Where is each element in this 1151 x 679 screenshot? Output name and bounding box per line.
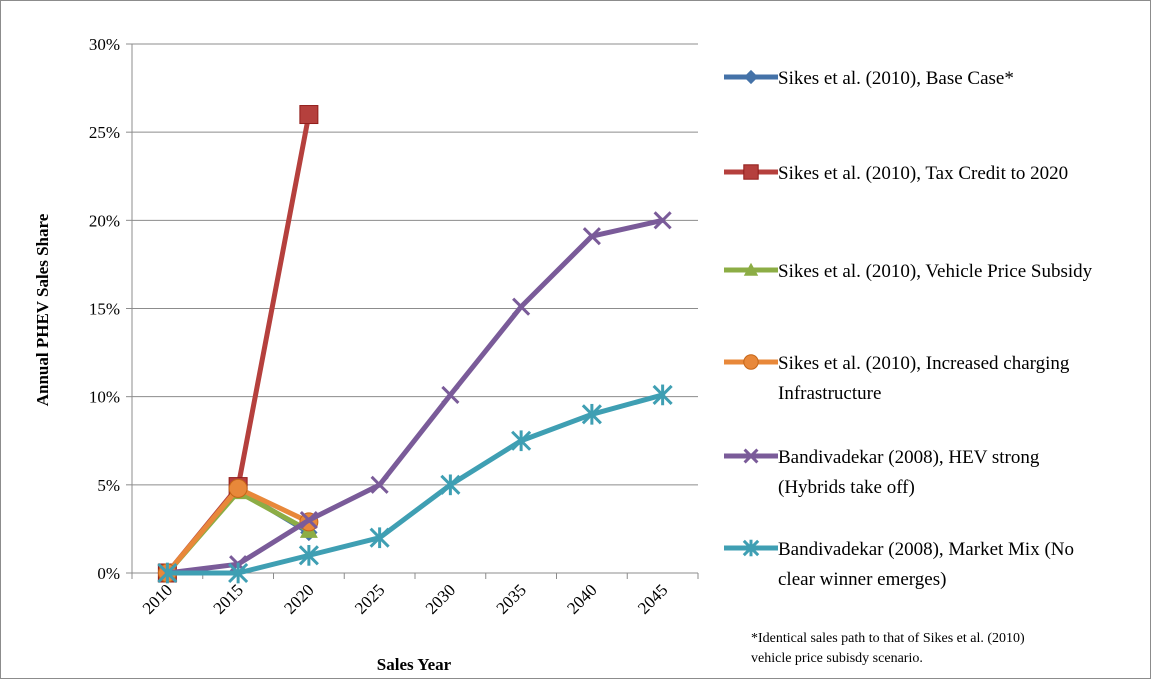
legend-item: Sikes et al. (2010), Base Case*	[724, 68, 1014, 89]
footnote-line-2: vehicle price subisdy scenario.	[751, 651, 923, 666]
marker-star	[581, 403, 602, 425]
y-tick-label: 5%	[97, 476, 120, 495]
marker-triangle	[743, 262, 759, 276]
series-line	[164, 217, 666, 576]
series-3	[157, 478, 319, 583]
legend-label: Sikes et al. (2010), Increased charging	[778, 353, 1070, 374]
series-4	[158, 211, 672, 583]
marker-x	[582, 227, 601, 246]
legend: Sikes et al. (2010), Base Case* Sikes et …	[724, 68, 1093, 590]
legend-item: Sikes et al. (2010), Tax Credit to 2020	[724, 163, 1068, 184]
x-tick-label: 2035	[492, 580, 529, 617]
y-tick-label: 0%	[97, 564, 120, 583]
legend-label: (Hybrids take off)	[778, 477, 915, 498]
marker-star	[228, 562, 249, 584]
legend-item: Bandivadekar (2008), Market Mix (No clear…	[724, 539, 1074, 590]
footnote-line-1: *Identical sales path to that of Sikes e…	[751, 631, 1025, 646]
marker-x	[370, 475, 389, 494]
marker-circle	[228, 478, 248, 498]
legend-label: clear winner emerges)	[778, 569, 946, 590]
marker-star	[511, 430, 532, 452]
legend-label: Sikes et al. (2010), Base Case*	[778, 68, 1014, 89]
series-lines	[157, 105, 673, 584]
marker-star	[298, 545, 319, 566]
y-tick-label: 20%	[89, 211, 120, 230]
marker-star	[742, 539, 760, 557]
marker-x	[299, 511, 318, 530]
marker-x	[512, 297, 531, 316]
x-tick-label: 2015	[209, 580, 246, 617]
marker-star	[157, 562, 178, 584]
x-tick-label: 2010	[139, 580, 176, 617]
marker-x	[743, 448, 759, 464]
y-tick-label: 25%	[89, 123, 120, 142]
y-tick-label: 30%	[89, 35, 120, 54]
x-axis-title: Sales Year	[377, 655, 452, 674]
series-line	[164, 392, 666, 576]
series-5	[157, 384, 673, 584]
y-tick-label: 15%	[89, 300, 120, 319]
y-tick-label: 10%	[89, 388, 120, 407]
series-1	[157, 105, 319, 583]
marker-square	[743, 164, 759, 180]
x-tick-label: 2030	[422, 580, 459, 617]
series-line	[164, 112, 312, 576]
legend-label: Sikes et al. (2010), Tax Credit to 2020	[778, 163, 1068, 184]
marker-diamond	[743, 69, 759, 85]
legend-item: Sikes et al. (2010), Vehicle Price Subsi…	[724, 261, 1093, 282]
marker-star	[369, 527, 390, 549]
x-tick-label: 2040	[563, 580, 600, 617]
gridlines	[132, 43, 698, 486]
x-tick-label: 2025	[351, 580, 388, 617]
marker-x	[441, 385, 460, 404]
y-axis-title: Annual PHEV Sales Share	[33, 213, 52, 406]
marker-circle	[743, 354, 759, 370]
marker-x	[653, 211, 672, 230]
legend-label: Bandivadekar (2008), Market Mix (No	[778, 539, 1074, 560]
legend-label: Sikes et al. (2010), Vehicle Price Subsi…	[778, 261, 1093, 282]
legend-label: Bandivadekar (2008), HEV strong	[778, 447, 1040, 468]
legend-item: Bandivadekar (2008), HEV strong (Hybrids …	[724, 447, 1040, 498]
x-tick-label: 2045	[634, 580, 671, 617]
marker-star	[652, 384, 673, 406]
marker-square	[299, 105, 319, 125]
marker-star	[440, 474, 461, 496]
legend-item: Sikes et al. (2010), Increased charging I…	[724, 353, 1070, 404]
legend-label: Infrastructure	[778, 383, 881, 404]
x-tick-label: 2020	[280, 580, 317, 617]
